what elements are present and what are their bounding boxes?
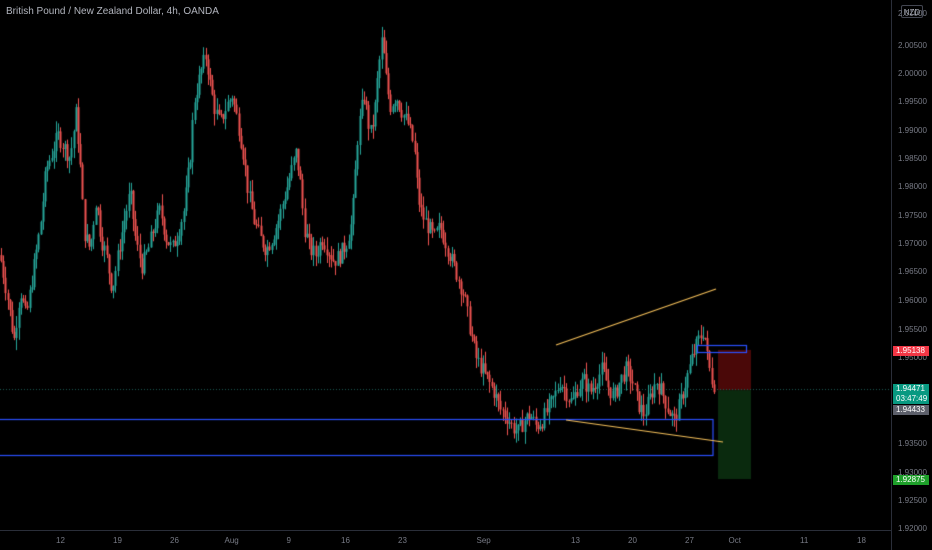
price-tick-label: 2.01000 [898,9,927,18]
time-tick-label: 23 [398,536,407,545]
price-tick-label: 1.95000 [898,353,927,362]
time-tick-label: 27 [685,536,694,545]
time-tick-label: 9 [286,536,291,545]
price-tick-label: 1.95500 [898,325,927,334]
time-tick-label: 12 [56,536,65,545]
entry-price-tag: 1.94433 [893,405,929,415]
price-tick-label: 1.93000 [898,468,927,477]
last-price-tag: 1.94471 [893,384,929,394]
price-tick-label: 1.98500 [898,154,927,163]
price-tick-label: 1.92000 [898,524,927,533]
stop-loss-price-tag: 1.95138 [893,346,929,356]
time-tick-label: 20 [628,536,637,545]
time-tick-label: 16 [341,536,350,545]
price-tick-label: 1.96000 [898,296,927,305]
price-tick-label: 1.97500 [898,211,927,220]
price-axis-divider [891,0,892,550]
price-tick-label: 1.97000 [898,239,927,248]
time-tick-label: Aug [224,536,239,545]
price-tick-label: 1.99000 [898,126,927,135]
take-profit-price-tag: 1.92875 [893,475,929,485]
time-axis-divider [0,530,891,531]
price-tick-label: 1.92500 [898,496,927,505]
time-tick-label: Oct [728,536,741,545]
price-tick-label: 2.00000 [898,69,927,78]
time-tick-label: Sep [476,536,491,545]
price-tick-label: 2.00500 [898,41,927,50]
time-tick-label: 18 [857,536,866,545]
time-tick-label: 19 [113,536,122,545]
price-tick-label: 1.96500 [898,267,927,276]
price-tick-label: 1.98000 [898,182,927,191]
time-tick-label: 13 [571,536,580,545]
price-tick-label: 1.99500 [898,97,927,106]
price-tick-label: 1.93500 [898,439,927,448]
symbol-title: British Pound / New Zealand Dollar, 4h, … [6,6,219,17]
time-tick-label: 26 [170,536,179,545]
countdown-tag: 03:47:49 [893,394,929,404]
time-tick-label: 11 [800,536,809,545]
currency-badge[interactable]: NZD [901,5,923,18]
